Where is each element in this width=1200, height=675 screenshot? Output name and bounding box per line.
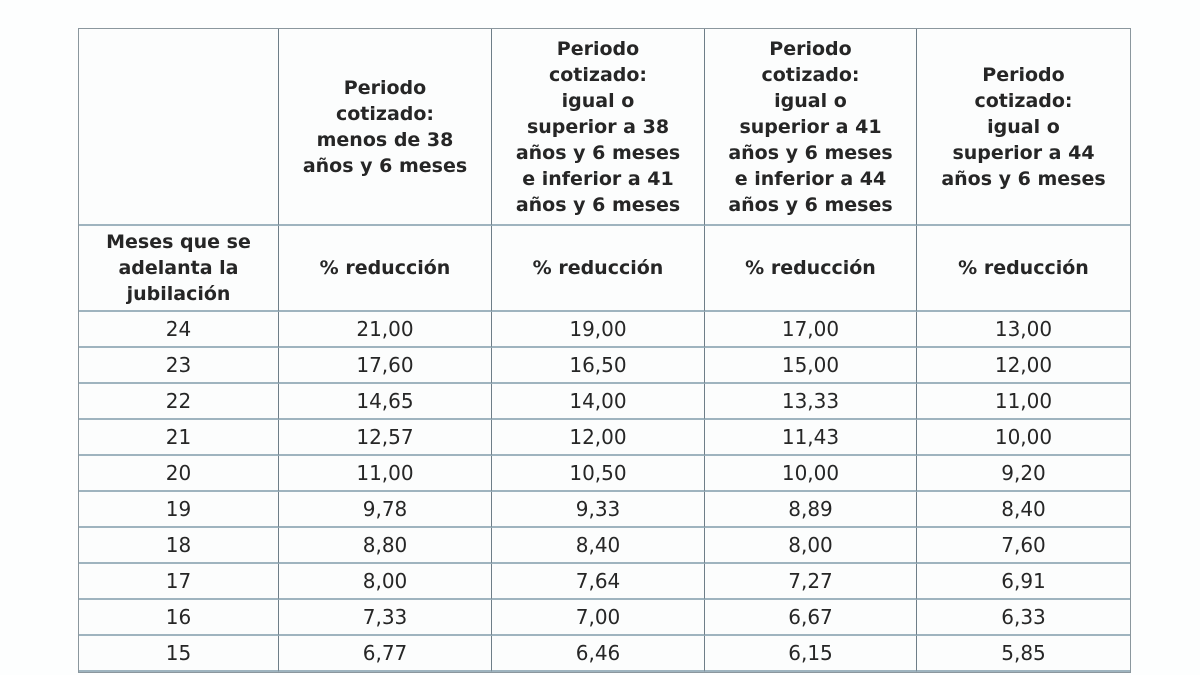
row-label-header: Meses que se adelanta la jubilación	[79, 226, 279, 312]
reduction-value-cell: 13,00	[917, 312, 1130, 348]
table-row: 15 6,77 6,46 6,15 5,85	[79, 636, 1130, 672]
reduction-value-cell: 13,33	[705, 384, 917, 420]
table-row: 21 12,57 12,00 11,43 10,00	[79, 420, 1130, 456]
reduction-value-cell: 16,50	[492, 348, 705, 384]
months-advanced-cell: 17	[79, 564, 279, 600]
reduction-value-cell: 14,00	[492, 384, 705, 420]
reduction-value-cell: 11,00	[917, 384, 1130, 420]
reduction-value-cell: 6,77	[279, 636, 492, 672]
table-row: 19 9,78 9,33 8,89 8,40	[79, 492, 1130, 528]
reduction-value-cell: 12,00	[917, 348, 1130, 384]
empty-corner-cell	[79, 29, 279, 226]
reduction-value-cell: 6,15	[705, 636, 917, 672]
reduction-value-cell: 19,00	[492, 312, 705, 348]
months-advanced-cell: 18	[79, 528, 279, 564]
reduction-value-cell: 11,43	[705, 420, 917, 456]
reduction-value-cell: 5,85	[917, 636, 1130, 672]
reduction-value-cell: 8,00	[279, 564, 492, 600]
reduction-value-cell: 10,00	[705, 456, 917, 492]
months-advanced-cell: 23	[79, 348, 279, 384]
reduction-value-cell: 14,65	[279, 384, 492, 420]
reduction-value-cell: 8,80	[279, 528, 492, 564]
reduction-header-2: % reducción	[492, 226, 705, 312]
reduction-value-cell: 6,91	[917, 564, 1130, 600]
reduction-value-cell: 7,27	[705, 564, 917, 600]
reduction-value-cell: 17,60	[279, 348, 492, 384]
table-body: 24 21,00 19,00 17,00 13,00 23 17,60 16,50 15,00 1…	[79, 312, 1130, 672]
reduction-header-1: % reducción	[279, 226, 492, 312]
column-header-period-41-44: Periodo cotizado: igual o superior a 41 …	[705, 29, 917, 226]
months-advanced-cell: 19	[79, 492, 279, 528]
reduction-value-cell: 15,00	[705, 348, 917, 384]
reduction-value-cell: 6,33	[917, 600, 1130, 636]
period-header-row: Periodo cotizado: menos de 38 años y 6 m…	[79, 29, 1130, 226]
reduction-value-cell: 6,46	[492, 636, 705, 672]
reduction-value-cell: 9,20	[917, 456, 1130, 492]
subheader-row: Meses que se adelanta la jubilación % re…	[79, 226, 1130, 312]
months-advanced-cell: 24	[79, 312, 279, 348]
months-advanced-cell: 21	[79, 420, 279, 456]
reduction-value-cell: 9,33	[492, 492, 705, 528]
reduction-value-cell: 12,00	[492, 420, 705, 456]
column-header-period-38-41: Periodo cotizado: igual o superior a 38 …	[492, 29, 705, 226]
table-header: Periodo cotizado: menos de 38 años y 6 m…	[79, 29, 1130, 312]
reduction-value-cell: 10,00	[917, 420, 1130, 456]
months-advanced-cell: 22	[79, 384, 279, 420]
reduction-value-cell: 6,67	[705, 600, 917, 636]
reduction-header-3: % reducción	[705, 226, 917, 312]
table-row: 17 8,00 7,64 7,27 6,91	[79, 564, 1130, 600]
reduction-value-cell: 11,00	[279, 456, 492, 492]
reduction-value-cell: 7,00	[492, 600, 705, 636]
reduction-value-cell: 8,89	[705, 492, 917, 528]
reduction-value-cell: 8,00	[705, 528, 917, 564]
reduction-value-cell: 7,64	[492, 564, 705, 600]
reduction-header-4: % reducción	[917, 226, 1130, 312]
months-advanced-cell: 15	[79, 636, 279, 672]
column-header-period-over-44: Periodo cotizado: igual o superior a 44 …	[917, 29, 1130, 226]
table-row: 22 14,65 14,00 13,33 11,00	[79, 384, 1130, 420]
reduction-value-cell: 8,40	[492, 528, 705, 564]
months-advanced-cell: 20	[79, 456, 279, 492]
reduction-value-cell: 17,00	[705, 312, 917, 348]
reduction-value-cell: 7,60	[917, 528, 1130, 564]
months-advanced-cell: 16	[79, 600, 279, 636]
pension-reduction-table: Periodo cotizado: menos de 38 años y 6 m…	[78, 28, 1131, 673]
table-row: 16 7,33 7,00 6,67 6,33	[79, 600, 1130, 636]
reduction-value-cell: 7,33	[279, 600, 492, 636]
column-header-period-less-38: Periodo cotizado: menos de 38 años y 6 m…	[279, 29, 492, 226]
table-row: 20 11,00 10,50 10,00 9,20	[79, 456, 1130, 492]
table-row: 23 17,60 16,50 15,00 12,00	[79, 348, 1130, 384]
table-row: 18 8,80 8,40 8,00 7,60	[79, 528, 1130, 564]
reduction-value-cell: 12,57	[279, 420, 492, 456]
table-row: 24 21,00 19,00 17,00 13,00	[79, 312, 1130, 348]
reduction-value-cell: 9,78	[279, 492, 492, 528]
reduction-value-cell: 10,50	[492, 456, 705, 492]
reduction-value-cell: 8,40	[917, 492, 1130, 528]
reduction-value-cell: 21,00	[279, 312, 492, 348]
